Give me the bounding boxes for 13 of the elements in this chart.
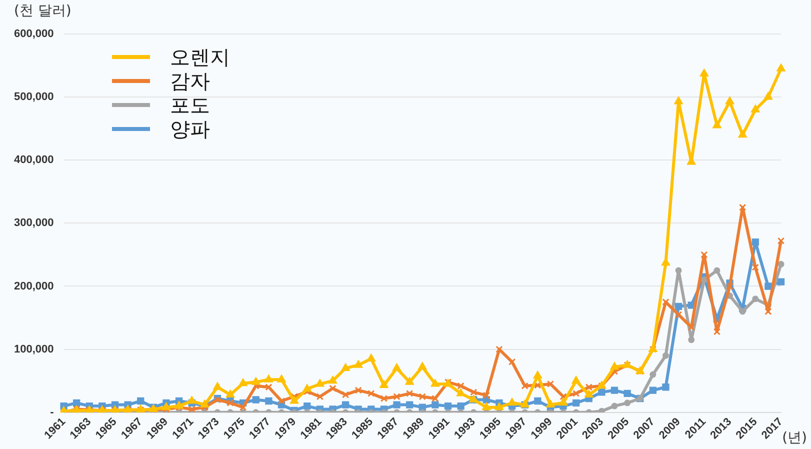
y-tick-label: 600,000 [14, 28, 54, 40]
y-axis-title: (천 달러) [13, 2, 72, 20]
legend-label: 포도 [169, 93, 211, 117]
y-tick-label: - [50, 406, 54, 418]
y-tick-label: 400,000 [14, 154, 54, 166]
legend-label: 감자 [169, 69, 211, 93]
y-tick-label: 200,000 [14, 280, 54, 292]
legend-label: 양파 [169, 117, 211, 141]
legend-label: 오렌지 [169, 45, 231, 69]
x-axis-title: (년) [782, 429, 807, 447]
y-tick-label: 500,000 [14, 91, 54, 104]
y-tick-label: 300,000 [14, 217, 54, 230]
y-tick-label: 100,000 [14, 343, 54, 356]
